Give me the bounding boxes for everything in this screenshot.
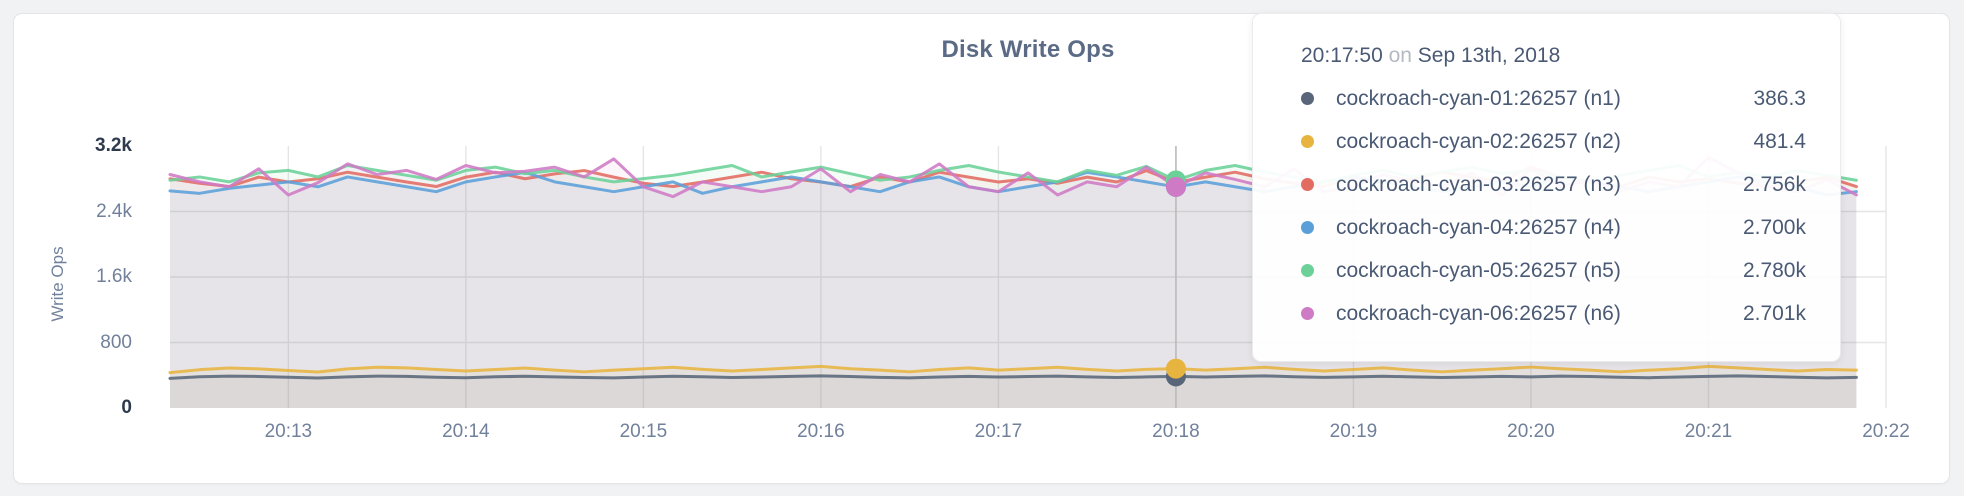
tooltip-series-value: 2.780k: [1742, 258, 1806, 282]
hover-dot-n6: [1165, 176, 1186, 197]
tooltip-row: cockroach-cyan-06:26257 (n6) 2.701k: [1301, 292, 1806, 335]
x-tick-label: 20:14: [442, 421, 490, 442]
x-tick-label: 20:20: [1507, 421, 1555, 442]
legend-dot-icon: [1301, 264, 1314, 277]
tooltip-time: 20:17:50: [1301, 44, 1383, 67]
x-tick-label: 20:19: [1329, 421, 1378, 442]
tooltip-series-value: 2.756k: [1742, 172, 1806, 196]
x-tick-label: 20:16: [797, 421, 845, 442]
legend-dot-icon: [1301, 92, 1314, 105]
x-tick-label: 20:17: [974, 421, 1023, 442]
x-tick-label: 20:13: [264, 421, 313, 442]
hover-dot-n2: [1165, 358, 1186, 379]
x-tick-label: 20:22: [1862, 421, 1910, 442]
tooltip-series-value: 2.700k: [1742, 215, 1806, 239]
x-tick-label: 20:15: [619, 421, 668, 442]
tooltip-series-name: cockroach-cyan-05:26257 (n5): [1336, 258, 1621, 282]
x-tick-label: 20:18: [1152, 421, 1200, 442]
tooltip-series-name: cockroach-cyan-03:26257 (n3): [1336, 172, 1621, 196]
tooltip-series-name: cockroach-cyan-04:26257 (n4): [1336, 215, 1621, 239]
chart-title: Disk Write Ops: [941, 36, 1115, 63]
tooltip-series-name: cockroach-cyan-06:26257 (n6): [1336, 301, 1621, 325]
series-area-n1: [170, 375, 1857, 408]
y-tick-label: 3.2k: [95, 135, 132, 156]
tooltip-row: cockroach-cyan-01:26257 (n1) 386.3: [1301, 77, 1806, 120]
y-tick-label: 1.6k: [96, 266, 132, 287]
y-tick-label: 800: [100, 331, 132, 353]
y-tick-label: 0: [121, 397, 132, 418]
tooltip-row: cockroach-cyan-02:26257 (n2) 481.4: [1301, 120, 1806, 163]
y-tick-label: 2.4k: [96, 200, 132, 222]
x-tick-label: 20:21: [1684, 421, 1733, 442]
tooltip-row: cockroach-cyan-04:26257 (n4) 2.700k: [1301, 206, 1806, 249]
hover-tooltip: 20:17:50 on Sep 13th, 2018 cockroach-cya…: [1252, 13, 1841, 362]
tooltip-row: cockroach-cyan-05:26257 (n5) 2.780k: [1301, 249, 1806, 292]
series-line-n1: [168, 374, 1858, 380]
tooltip-connector: on: [1388, 44, 1412, 67]
tooltip-series-value: 386.3: [1753, 86, 1806, 110]
legend-dot-icon: [1301, 135, 1314, 148]
legend-dot-icon: [1301, 221, 1314, 234]
tooltip-row: cockroach-cyan-03:26257 (n3) 2.756k: [1301, 163, 1806, 206]
tooltip-date: Sep 13th, 2018: [1417, 44, 1561, 67]
tooltip-series-name: cockroach-cyan-01:26257 (n1): [1336, 86, 1621, 110]
tooltip-header: 20:17:50 on Sep 13th, 2018: [1301, 44, 1806, 68]
tooltip-series-name: cockroach-cyan-02:26257 (n2): [1336, 129, 1621, 153]
series-line-n2: [168, 364, 1858, 375]
tooltip-legend: cockroach-cyan-01:26257 (n1) 386.3 cockroa…: [1301, 77, 1806, 335]
legend-dot-icon: [1301, 307, 1314, 320]
tooltip-series-value: 2.701k: [1742, 301, 1806, 325]
tooltip-series-value: 481.4: [1753, 129, 1806, 153]
legend-dot-icon: [1301, 178, 1314, 191]
